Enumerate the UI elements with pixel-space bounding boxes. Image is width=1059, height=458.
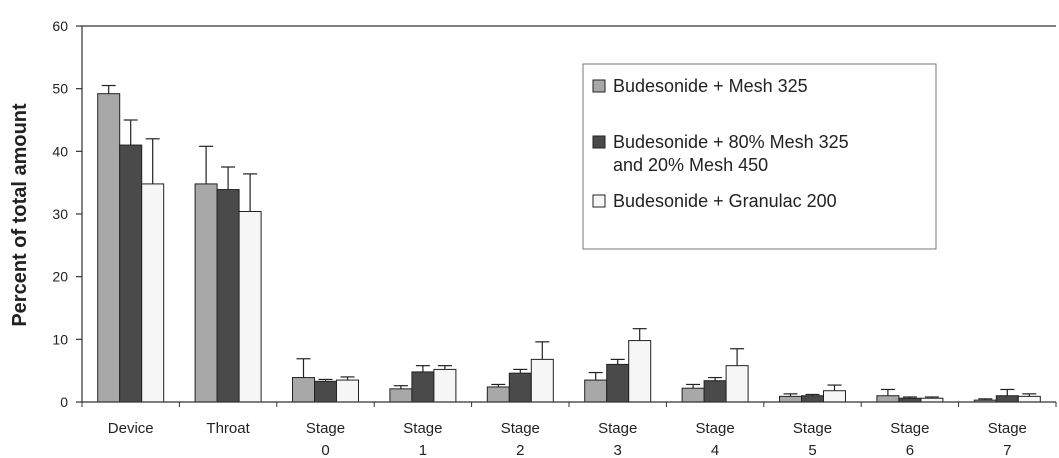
bar — [194, 183, 218, 403]
legend-swatch — [592, 135, 606, 149]
legend-label-line: Budesonide + 80% Mesh 325 — [613, 132, 849, 152]
x-tick-label: Stage 6 — [890, 420, 929, 458]
x-tick-label-line: Device — [108, 420, 154, 437]
bar — [336, 379, 359, 403]
legend-swatch — [592, 79, 606, 93]
x-tick-label-line: Stage — [501, 420, 540, 437]
bar — [97, 93, 121, 403]
bar — [725, 365, 749, 403]
x-tick-label-line: 2 — [516, 442, 524, 458]
y-tick-label: 0 — [60, 394, 68, 410]
bar — [389, 388, 413, 403]
x-tick-label-line: Stage — [890, 420, 929, 437]
x-tick-label-line: 7 — [1003, 442, 1011, 458]
y-axis: 0 10 20 30 40 50 60 — [52, 18, 1056, 410]
bar — [238, 210, 262, 403]
y-tick-label: 40 — [52, 143, 68, 159]
bar — [486, 386, 510, 403]
x-tick-label-line: Throat — [206, 420, 250, 437]
bar — [628, 340, 652, 403]
y-tick-label: 20 — [52, 269, 68, 285]
bar — [1017, 395, 1041, 403]
x-tick-label-line: Stage — [988, 420, 1027, 437]
x-tick-label-line: 1 — [419, 442, 427, 458]
bar — [681, 387, 705, 403]
x-tick-label-line: 3 — [614, 442, 622, 458]
legend-label-line: and 20% Mesh 450 — [613, 155, 768, 175]
x-tick-label-line: Stage — [695, 420, 734, 437]
bar — [119, 144, 143, 403]
x-tick-label-line: Stage — [306, 420, 345, 437]
legend-swatch — [592, 194, 606, 208]
bar — [606, 363, 630, 403]
bar — [779, 395, 802, 403]
bar — [433, 368, 457, 403]
bar — [801, 395, 824, 403]
bars — [97, 84, 1041, 403]
bar — [995, 395, 1019, 403]
legend-label: Budesonide + 80% Mesh 325 and 20% Mesh 45… — [613, 132, 849, 175]
legend-label: Budesonide + Mesh 325 — [613, 76, 808, 96]
x-tick-label: Device — [108, 420, 154, 437]
x-tick-label: Stage 7 — [988, 420, 1027, 458]
legend: Budesonide + Mesh 325 Budesonide + 80% Me… — [582, 63, 937, 250]
x-tick-label-line: Stage — [598, 420, 637, 437]
x-tick-label-line: 4 — [711, 442, 719, 458]
y-axis-label: Percent of total amount — [9, 103, 31, 327]
x-tick-label-line: Stage — [403, 420, 442, 437]
x-tick-label-line: Stage — [793, 420, 832, 437]
x-tick-label: Stage 5 — [793, 420, 832, 458]
y-tick-label: 50 — [52, 81, 68, 97]
y-tick-label: 30 — [52, 206, 68, 222]
bar — [703, 380, 727, 403]
legend-label-line: Budesonide + Mesh 325 — [613, 76, 808, 96]
x-tick-label-line: 6 — [906, 442, 914, 458]
x-tick-label: Stage 0 — [306, 420, 345, 458]
legend-entry: Budesonide + Mesh 325 — [592, 76, 808, 96]
legend-box — [582, 63, 937, 250]
x-tick-label-line: 5 — [808, 442, 816, 458]
legend-label-line: Budesonide + Granulac 200 — [613, 191, 837, 211]
bar — [292, 377, 315, 403]
bar — [530, 358, 554, 403]
x-tick-label: Stage 2 — [501, 420, 540, 458]
x-tick-label: Stage 4 — [695, 420, 734, 458]
x-tick-label: Throat — [206, 420, 250, 437]
legend-entry: Budesonide + 80% Mesh 325 and 20% Mesh 45… — [592, 132, 849, 175]
y-tick-label: 10 — [52, 331, 68, 347]
bar — [508, 372, 532, 403]
bar — [584, 379, 608, 403]
bar — [823, 390, 846, 403]
bar — [216, 189, 240, 403]
bar — [411, 371, 435, 403]
legend-entry: Budesonide + Granulac 200 — [592, 191, 837, 211]
x-tick-label: Stage 1 — [403, 420, 442, 458]
x-tick-label: Stage 3 — [598, 420, 637, 458]
bar — [876, 395, 900, 403]
bar — [141, 183, 165, 403]
legend-label: Budesonide + Granulac 200 — [613, 191, 837, 211]
x-tick-label-line: 0 — [321, 442, 329, 458]
bar — [314, 380, 337, 403]
y-tick-label: 60 — [52, 18, 68, 34]
